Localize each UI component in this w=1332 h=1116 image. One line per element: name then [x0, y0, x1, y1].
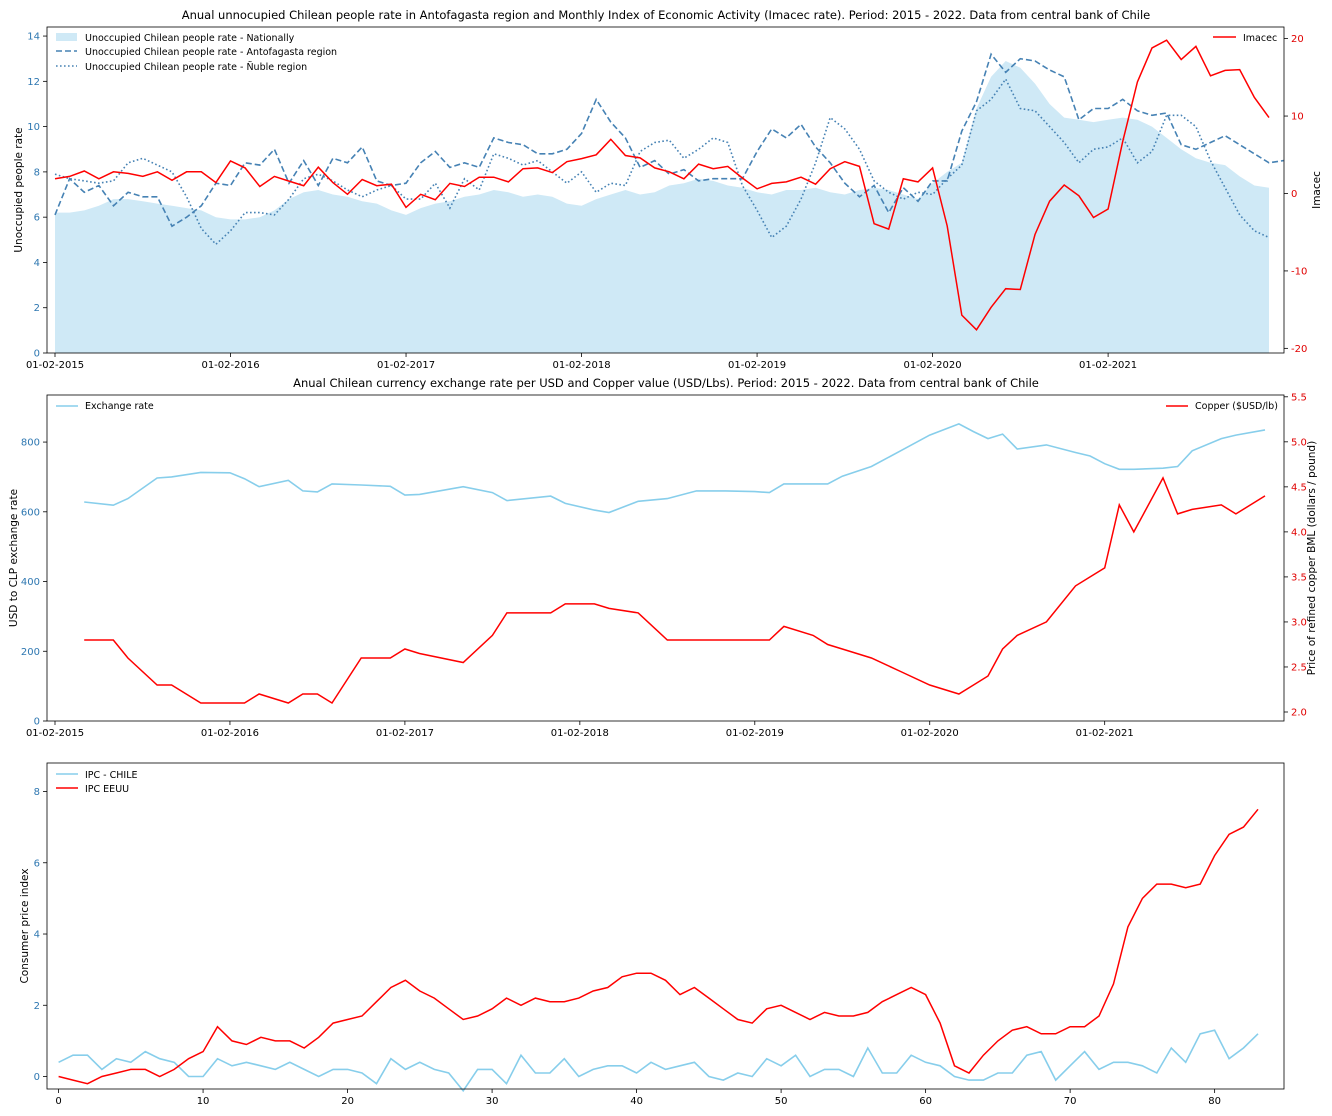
x-tick-label: 01-02-2016: [201, 360, 259, 371]
y2-axis-label: Price of refined copper BML (dollars / p…: [1306, 441, 1318, 675]
unoccupied-imacec-panel: Anual unnocupied Chilean people rate in …: [13, 8, 1323, 371]
legend-label: Unoccupied Chilean people rate - Nationa…: [85, 33, 295, 44]
x-tick-label: 01-02-2019: [728, 360, 786, 371]
legend-label: Exchange rate: [85, 401, 154, 412]
x-tick-label: 30: [486, 1096, 499, 1107]
y-tick-label: 4: [34, 258, 40, 269]
series-copper-line: [84, 476, 1266, 705]
y2-tick-label: 3.5: [1291, 572, 1307, 583]
x-tick-label: 60: [919, 1096, 932, 1107]
x-tick-label: 01-02-2016: [201, 728, 259, 739]
y-tick-label: 12: [27, 77, 40, 88]
y2-tick-label: -20: [1291, 344, 1307, 355]
plot-frame: [46, 394, 1285, 722]
y-tick-label: 10: [27, 122, 40, 133]
legend-label: Unoccupied Chilean people rate - Ñuble r…: [85, 62, 307, 73]
y2-tick-label: 2.0: [1291, 707, 1307, 718]
exchange-copper-panel: Anual Chilean currency exchange rate per…: [8, 376, 1318, 739]
series-ipc-chile-line: [58, 1029, 1259, 1093]
x-tick-label: 80: [1208, 1096, 1221, 1107]
series-exchange-rate-line: [84, 423, 1266, 514]
y2-tick-label: 2.5: [1291, 662, 1307, 673]
x-tick-label: 01-02-2019: [726, 728, 784, 739]
x-tick-label: 0: [55, 1096, 61, 1107]
legend-label: Copper ($USD/lb): [1195, 401, 1278, 412]
x-tick-label: 01-02-2015: [26, 360, 84, 371]
y-tick-label: 0: [34, 1072, 40, 1083]
y-tick-label: 800: [21, 438, 40, 449]
y2-tick-label: 5.0: [1291, 437, 1307, 448]
y2-tick-label: 5.5: [1291, 392, 1307, 403]
series-nationally-area: [55, 61, 1269, 353]
y-tick-label: 400: [21, 577, 40, 588]
legend-label: Unoccupied Chilean people rate - Antofag…: [85, 47, 337, 58]
x-tick-label: 70: [1064, 1096, 1077, 1107]
y2-tick-label: -10: [1291, 266, 1307, 277]
y-tick-label: 6: [34, 858, 40, 869]
chart-title: Anual unnocupied Chilean people rate in …: [182, 8, 1151, 22]
series-imacec-line: [54, 39, 1270, 331]
y-tick-label: 14: [27, 32, 40, 43]
y-axis-label: USD to CLP exchange rate: [8, 489, 20, 627]
y-tick-label: 0: [34, 717, 40, 728]
legend-label: IPC EEUU: [85, 784, 129, 795]
x-tick-label: 01-02-2018: [551, 728, 609, 739]
y-tick-label: 8: [34, 787, 40, 798]
plot-frame: [46, 762, 1285, 1090]
series-ipc-eeuu-line: [58, 808, 1259, 1085]
x-tick-label: 01-02-2021: [1076, 728, 1134, 739]
y2-tick-label: 10: [1291, 112, 1304, 123]
y2-axis-label: Imacec: [1311, 171, 1323, 209]
x-tick-label: 01-02-2015: [26, 728, 84, 739]
y-tick-label: 2: [34, 303, 40, 314]
x-tick-label: 01-02-2017: [377, 360, 435, 371]
x-tick-label: 01-02-2018: [552, 360, 610, 371]
x-tick-label: 01-02-2020: [904, 360, 962, 371]
legend-swatch-nationally: [56, 33, 77, 41]
y-tick-label: 600: [21, 507, 40, 518]
legend-label: Imacec: [1243, 33, 1277, 44]
chart-title: Anual Chilean currency exchange rate per…: [293, 376, 1039, 390]
plot-frame: [46, 26, 1285, 354]
series-antofagasta-line: [54, 52, 1284, 228]
y2-tick-label: 20: [1291, 34, 1304, 45]
y-axis-label: Unoccupied people rate: [13, 127, 25, 252]
x-tick-label: 01-02-2020: [901, 728, 959, 739]
x-tick-label: 01-02-2017: [376, 728, 434, 739]
y-tick-label: 4: [34, 930, 40, 941]
y-axis-label: Consumer price index: [19, 868, 31, 983]
y-tick-label: 6: [34, 213, 40, 224]
y-tick-label: 0: [34, 349, 40, 360]
legend-label: IPC - CHILE: [85, 770, 138, 781]
y2-tick-label: 0: [1291, 189, 1297, 200]
x-tick-label: 01-02-2021: [1079, 360, 1137, 371]
x-tick-label: 40: [630, 1096, 643, 1107]
y-tick-label: 2: [34, 1001, 40, 1012]
y2-tick-label: 4.0: [1291, 527, 1307, 538]
x-tick-label: 20: [341, 1096, 354, 1107]
y-tick-label: 200: [21, 647, 40, 658]
x-tick-label: 10: [197, 1096, 210, 1107]
y-tick-label: 8: [34, 167, 40, 178]
y2-tick-label: 3.0: [1291, 617, 1307, 628]
y2-tick-label: 4.5: [1291, 482, 1307, 493]
x-tick-label: 50: [775, 1096, 788, 1107]
